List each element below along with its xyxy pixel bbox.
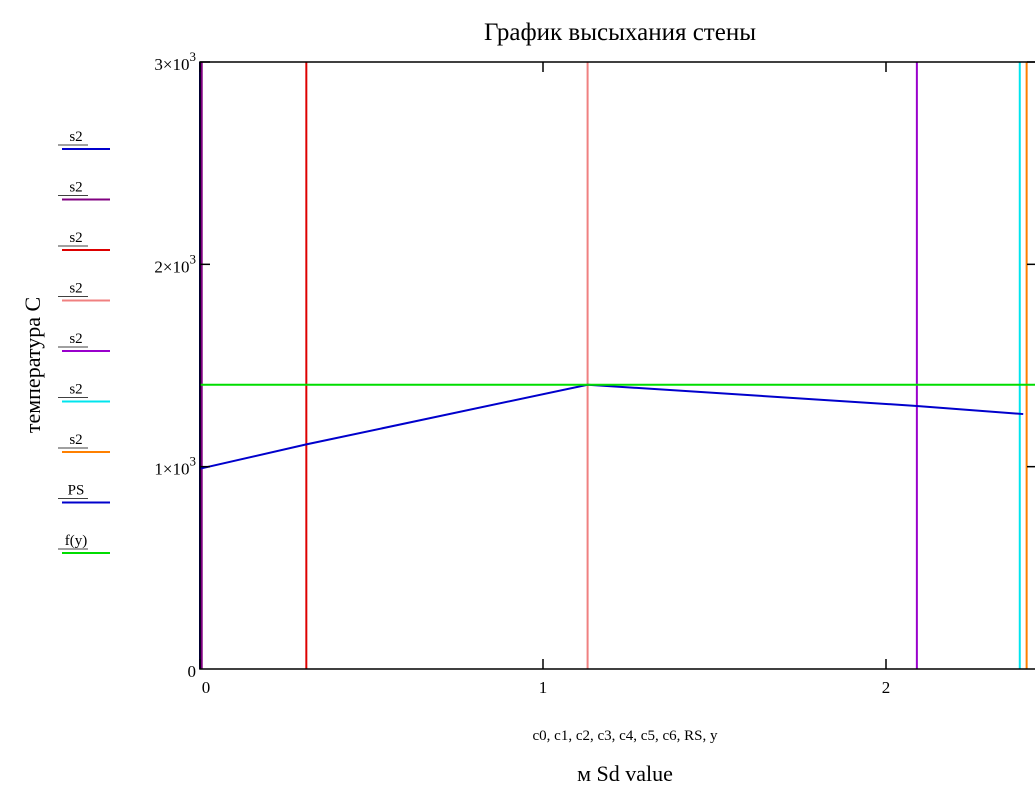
legend-label-3: s2: [69, 281, 82, 297]
legend-label-4: s2: [69, 331, 82, 347]
legend-label-0: s2: [69, 129, 82, 145]
x-tick-label-1: 1: [539, 678, 548, 697]
y-tick-label-0: 0: [188, 662, 197, 681]
y-tick-label-2: 2×103: [154, 251, 196, 276]
tick-layer: 0 1 2 0 1×103 2×103 3×103: [154, 49, 1035, 697]
chart-title: График высыхания стены: [484, 19, 756, 46]
legend-label-1: s2: [69, 180, 82, 196]
x-axis-label: м Sd value: [577, 761, 673, 786]
series-line-7: [199, 383, 1024, 470]
x-variables-label: c0, c1, c2, c3, c4, c5, c6, RS, y: [533, 728, 718, 744]
y-tick-label-3: 3×103: [154, 49, 196, 74]
legend-label-2: s2: [69, 230, 82, 246]
plot-frame: [199, 61, 1035, 670]
legend-label-5: s2: [69, 382, 82, 398]
legend-label-7: PS: [68, 483, 85, 499]
y-axis-label: температура C: [20, 297, 45, 433]
plot-area: 0 1 2 0 1×103 2×103 3×103: [154, 49, 1035, 697]
legend: s2 s2 s2 s2 s2 s2 s2 PS f(y): [58, 129, 110, 554]
legend-label-8: f(y): [65, 533, 88, 549]
x-tick-label-2: 2: [882, 678, 891, 697]
x-tick-label-0: 0: [202, 678, 211, 697]
series-layer: [199, 62, 1035, 669]
legend-label-6: s2: [69, 432, 82, 448]
y-tick-label-1: 1×103: [154, 454, 196, 479]
